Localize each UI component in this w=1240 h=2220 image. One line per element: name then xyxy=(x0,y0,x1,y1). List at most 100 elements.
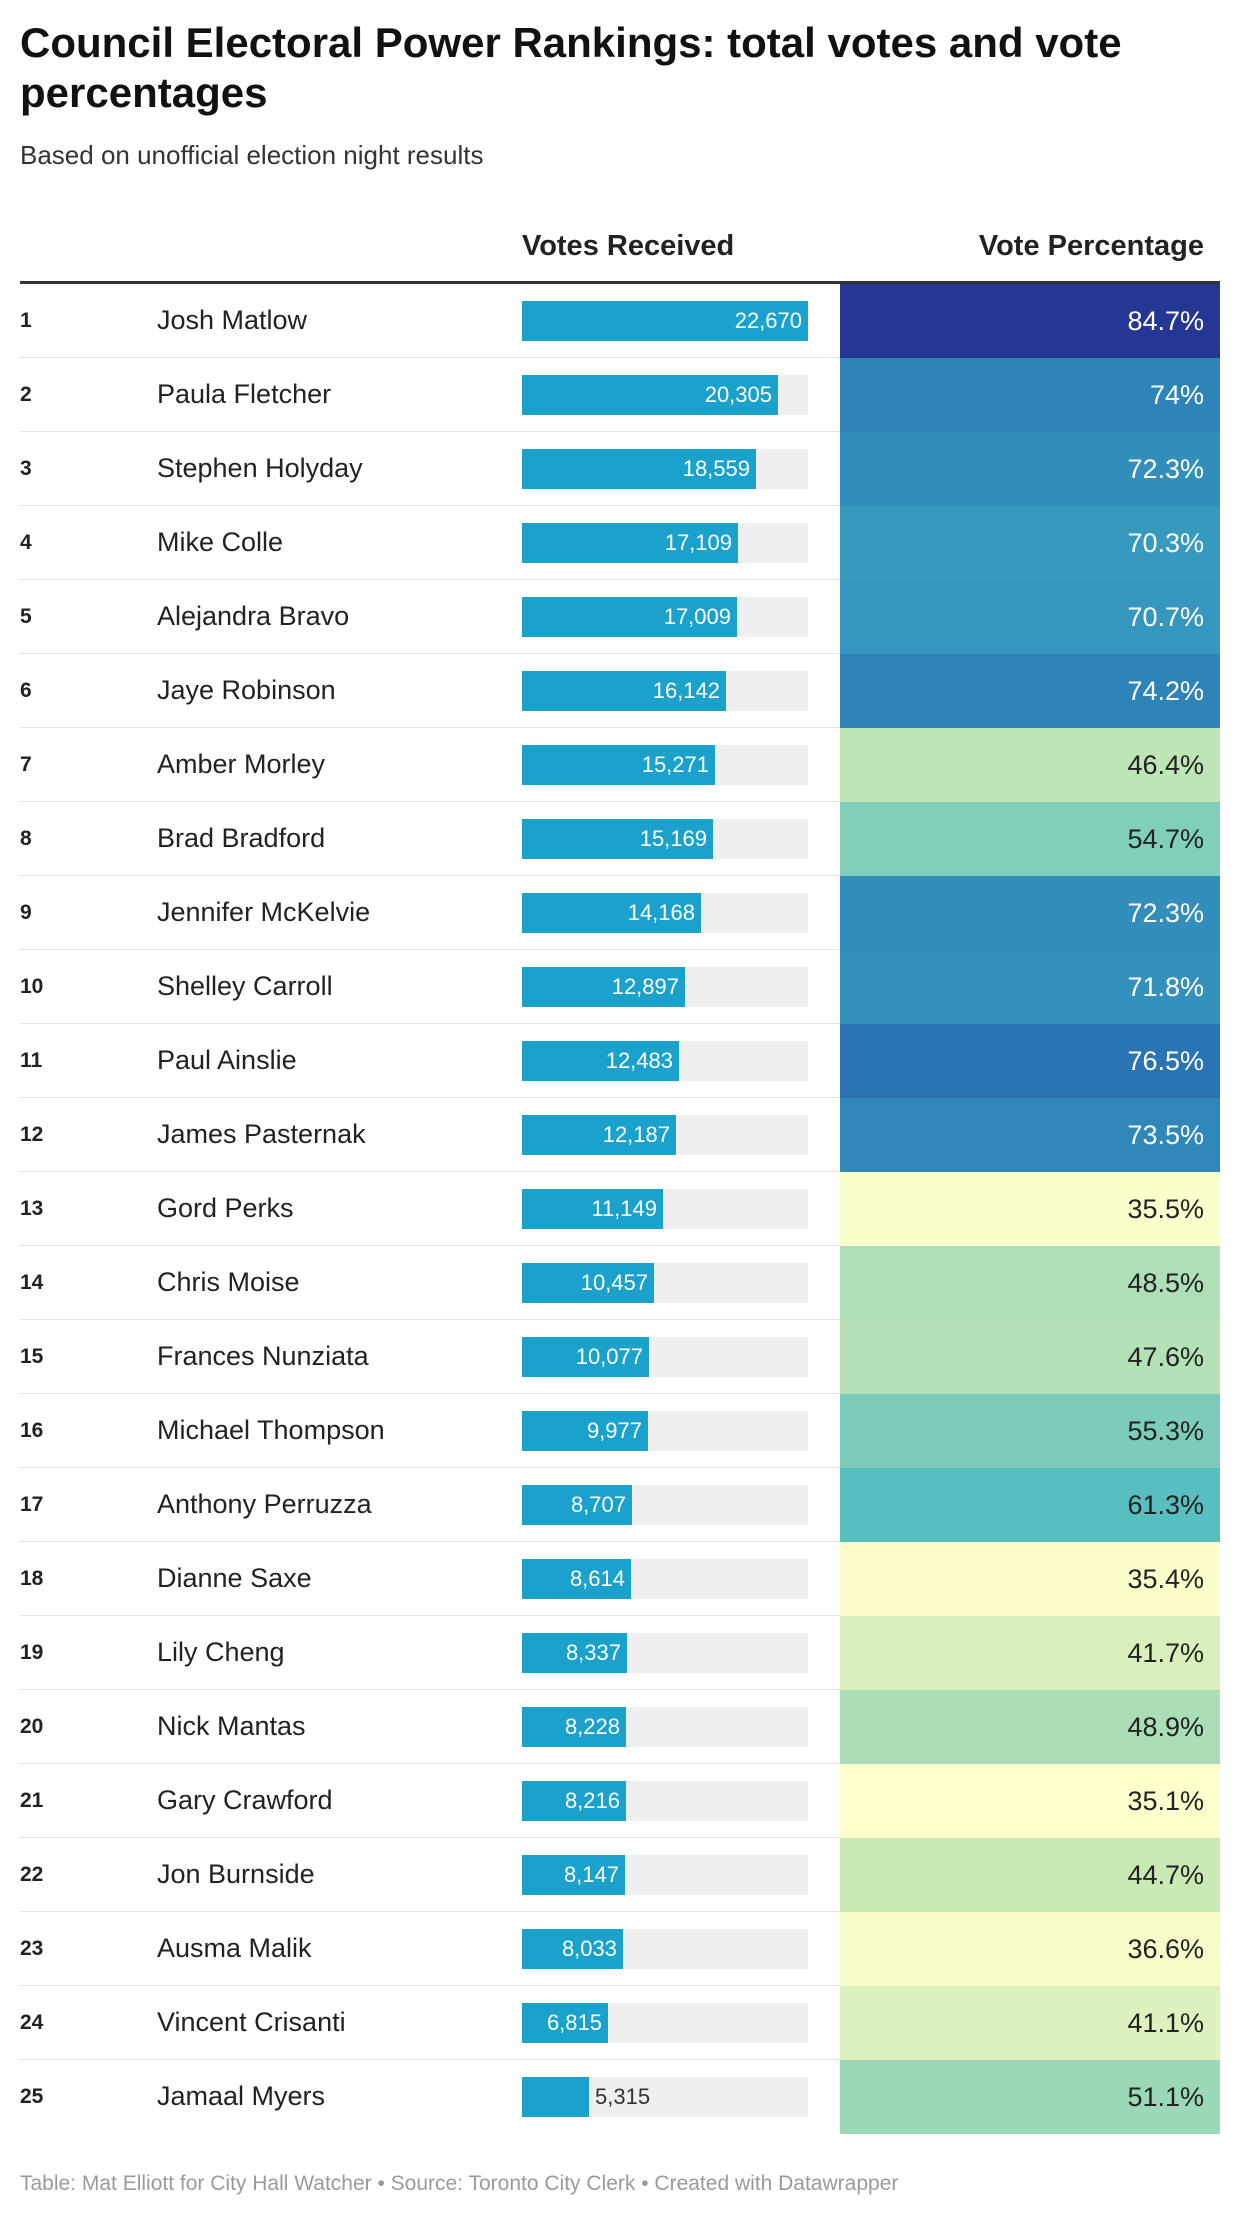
table-row: 6 Jaye Robinson 16,142 74.2% xyxy=(20,654,1220,728)
table-row: 10 Shelley Carroll 12,897 71.8% xyxy=(20,950,1220,1024)
table-row: 3 Stephen Holyday 18,559 72.3% xyxy=(20,432,1220,506)
candidate-name: Paul Ainslie xyxy=(157,1045,297,1075)
votes-bar-track: 17,109 xyxy=(522,523,808,563)
votes-bar-track: 8,707 xyxy=(522,1485,808,1525)
vote-percentage-label: 74% xyxy=(1149,380,1204,410)
votes-value-label: 9,977 xyxy=(586,1418,642,1443)
table-row: 24 Vincent Crisanti 6,815 41.1% xyxy=(20,1986,1220,2060)
candidate-name: Anthony Perruzza xyxy=(157,1489,372,1519)
vote-percentage-label: 54.7% xyxy=(1127,824,1204,854)
vote-percentage-cell: 84.7% xyxy=(840,284,1220,358)
rank-cell: 5 xyxy=(20,605,32,628)
candidate-name: Mike Colle xyxy=(157,527,284,557)
candidate-name: Brad Bradford xyxy=(157,823,326,853)
vote-percentage-cell: 41.7% xyxy=(840,1616,1220,1690)
votes-bar xyxy=(522,1337,649,1377)
column-header-votes[interactable]: Votes Received xyxy=(522,230,735,262)
votes-value-label: 8,033 xyxy=(561,1936,617,1961)
table-row: 4 Mike Colle 17,109 70.3% xyxy=(20,506,1220,580)
rank-cell: 2 xyxy=(20,383,32,406)
vote-percentage-cell: 70.7% xyxy=(840,580,1220,654)
votes-bar xyxy=(522,1559,631,1599)
chart-subtitle: Based on unofficial election night resul… xyxy=(20,140,484,170)
votes-bar xyxy=(522,523,738,563)
candidate-name: Jamaal Myers xyxy=(157,2081,326,2111)
vote-percentage-label: 72.3% xyxy=(1127,898,1204,928)
votes-bar xyxy=(522,2003,608,2043)
votes-value-label: 16,142 xyxy=(652,678,720,703)
votes-bar-track: 15,271 xyxy=(522,745,808,785)
candidate-name: Nick Mantas xyxy=(157,1711,306,1741)
candidate-name: James Pasternak xyxy=(157,1119,366,1149)
table-row: 19 Lily Cheng 8,337 41.7% xyxy=(20,1616,1220,1690)
table-row: 18 Dianne Saxe 8,614 35.4% xyxy=(20,1542,1220,1616)
votes-value-label: 8,228 xyxy=(564,1714,620,1739)
vote-percentage-cell: 46.4% xyxy=(840,728,1220,802)
candidate-name: Stephen Holyday xyxy=(157,453,363,483)
vote-percentage-label: 46.4% xyxy=(1127,750,1204,780)
table-row: 8 Brad Bradford 15,169 54.7% xyxy=(20,802,1220,876)
vote-percentage-label: 51.1% xyxy=(1127,2082,1204,2112)
rank-cell: 3 xyxy=(20,457,32,480)
vote-percentage-label: 41.7% xyxy=(1127,1638,1204,1668)
votes-value-label: 12,483 xyxy=(605,1048,673,1073)
table-row: 17 Anthony Perruzza 8,707 61.3% xyxy=(20,1468,1220,1542)
vote-percentage-cell: 72.3% xyxy=(840,876,1220,950)
table-row: 5 Alejandra Bravo 17,009 70.7% xyxy=(20,580,1220,654)
votes-bar xyxy=(522,1929,623,1969)
rank-cell: 23 xyxy=(20,1937,44,1960)
vote-percentage-label: 36.6% xyxy=(1127,1934,1204,1964)
header-divider xyxy=(20,281,1220,284)
vote-percentage-cell: 76.5% xyxy=(840,1024,1220,1098)
rank-cell: 14 xyxy=(20,1271,44,1294)
vote-percentage-label: 76.5% xyxy=(1127,1046,1204,1076)
votes-bar xyxy=(522,1633,627,1673)
table-row: 9 Jennifer McKelvie 14,168 72.3% xyxy=(20,876,1220,950)
table-row: 11 Paul Ainslie 12,483 76.5% xyxy=(20,1024,1220,1098)
vote-percentage-cell: 70.3% xyxy=(840,506,1220,580)
votes-bar xyxy=(522,1855,625,1895)
vote-percentage-cell: 51.1% xyxy=(840,2060,1220,2134)
votes-value-label: 12,187 xyxy=(602,1122,670,1147)
votes-value-label: 6,815 xyxy=(546,2010,602,2035)
rank-cell: 20 xyxy=(20,1715,44,1738)
candidate-name: Jon Burnside xyxy=(157,1859,315,1889)
rank-cell: 6 xyxy=(20,679,32,702)
votes-bar-track: 18,559 xyxy=(522,449,808,489)
votes-bar xyxy=(522,967,685,1007)
candidate-name: Jennifer McKelvie xyxy=(157,897,371,927)
votes-value-label: 11,149 xyxy=(591,1196,657,1221)
candidate-name: Gary Crawford xyxy=(157,1785,333,1815)
votes-bar xyxy=(522,375,778,415)
votes-value-label: 8,147 xyxy=(563,1862,619,1887)
vote-percentage-cell: 61.3% xyxy=(840,1468,1220,1542)
candidate-name: Amber Morley xyxy=(157,749,326,779)
table-row: 13 Gord Perks 11,149 35.5% xyxy=(20,1172,1220,1246)
column-header-percentage[interactable]: Vote Percentage xyxy=(978,230,1204,262)
votes-value-label: 18,559 xyxy=(682,456,750,481)
vote-percentage-label: 44.7% xyxy=(1127,1860,1204,1890)
votes-value-label: 17,009 xyxy=(663,604,731,629)
votes-value-label: 10,457 xyxy=(580,1270,648,1295)
votes-bar-track: 8,147 xyxy=(522,1855,808,1895)
candidate-name: Dianne Saxe xyxy=(157,1563,312,1593)
vote-percentage-cell: 72.3% xyxy=(840,432,1220,506)
vote-percentage-cell: 47.6% xyxy=(840,1320,1220,1394)
votes-bar-track: 15,169 xyxy=(522,819,808,859)
votes-value-label: 8,337 xyxy=(565,1640,621,1665)
votes-bar-track: 12,897 xyxy=(522,967,808,1007)
rank-cell: 9 xyxy=(20,901,32,924)
rank-cell: 1 xyxy=(20,309,32,332)
table-row: 23 Ausma Malik 8,033 36.6% xyxy=(20,1912,1220,1986)
votes-bar xyxy=(522,1781,626,1821)
table-row: 14 Chris Moise 10,457 48.5% xyxy=(20,1246,1220,1320)
table-row: 21 Gary Crawford 8,216 35.1% xyxy=(20,1764,1220,1838)
results-table: 1 Josh Matlow 22,670 84.7% 2 Paula Fletcher 20… xyxy=(20,284,1220,2134)
table-row: 7 Amber Morley 15,271 46.4% xyxy=(20,728,1220,802)
candidate-name: Jaye Robinson xyxy=(157,675,336,705)
vote-percentage-label: 70.7% xyxy=(1127,602,1204,632)
votes-bar-track: 22,670 xyxy=(522,301,808,341)
votes-bar-track: 8,033 xyxy=(522,1929,808,1969)
rank-cell: 15 xyxy=(20,1345,44,1368)
votes-bar xyxy=(522,1263,654,1303)
